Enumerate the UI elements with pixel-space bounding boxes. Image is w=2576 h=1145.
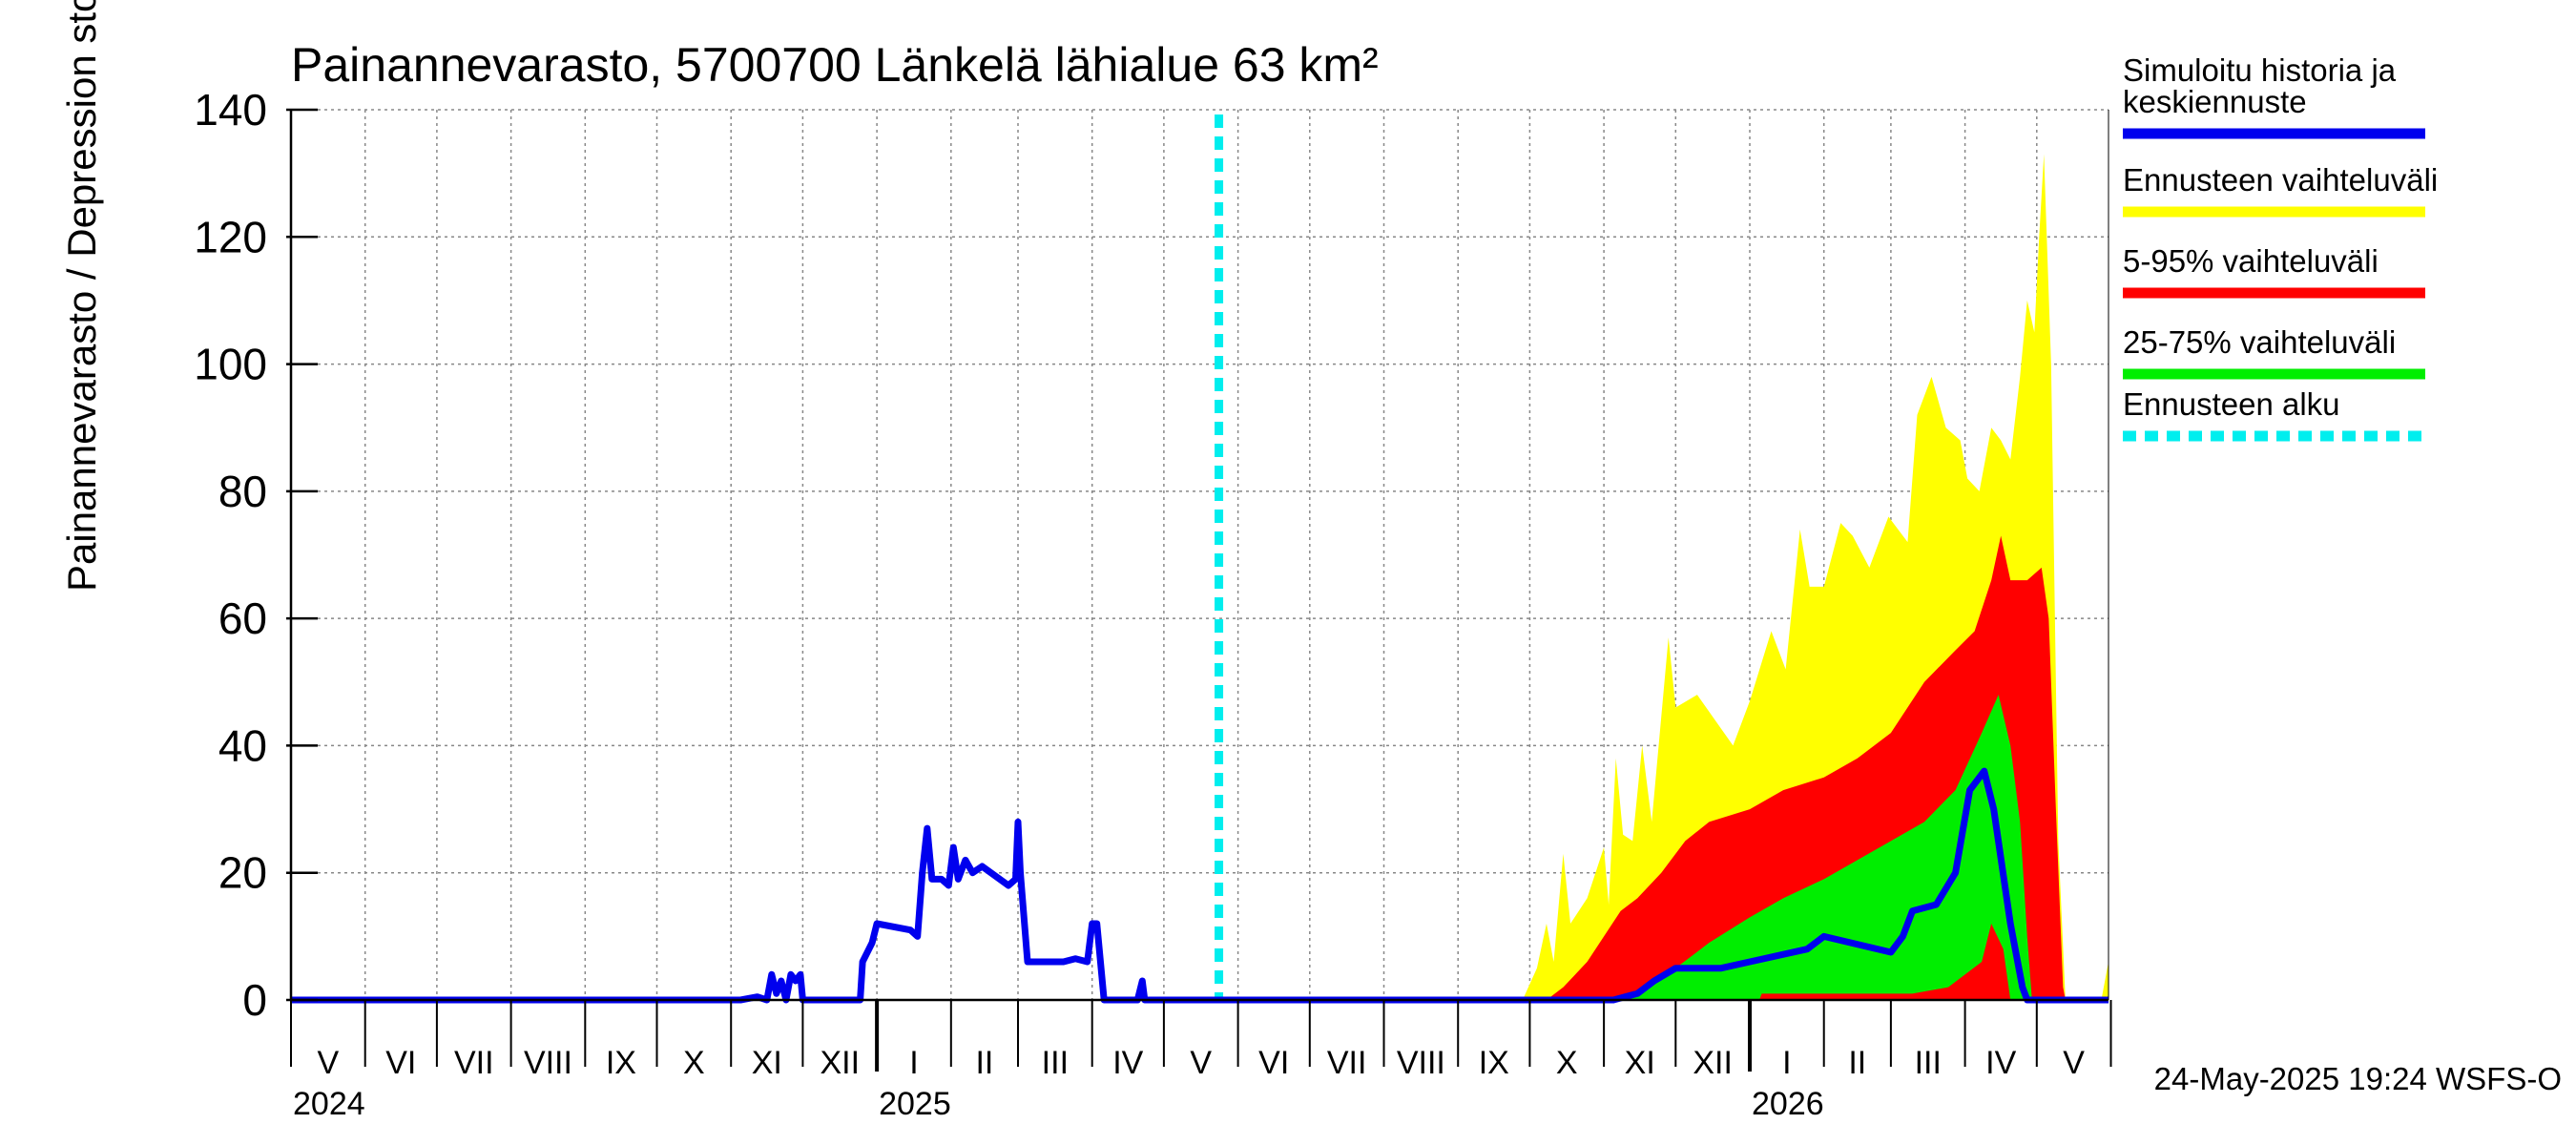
y-tick-label: 120 — [194, 212, 267, 261]
month-label: V — [1190, 1045, 1212, 1081]
month-label: X — [683, 1045, 705, 1081]
month-label: VII — [1327, 1045, 1367, 1081]
year-label: 2026 — [1752, 1086, 1824, 1122]
y-tick-label: 140 — [194, 85, 267, 135]
legend-entry: 25-75% vaihteluväli — [2123, 324, 2425, 380]
legend-label: Simuloitu historia ja — [2123, 52, 2397, 88]
month-label: I — [1782, 1045, 1791, 1081]
month-label: II — [1848, 1045, 1866, 1081]
series-lines — [291, 114, 2109, 1004]
legend-label: keskiennuste — [2123, 84, 2307, 119]
month-label: V — [2063, 1045, 2085, 1081]
month-label: IV — [1112, 1045, 1143, 1081]
y-tick-label: 80 — [218, 467, 267, 516]
legend-label: Ennusteen alku — [2123, 386, 2340, 422]
month-label: IX — [1479, 1045, 1509, 1081]
year-label: 2024 — [293, 1086, 365, 1122]
y-axis-label: Painannevarasto / Depression storage mm — [59, 0, 104, 592]
month-label: I — [909, 1045, 918, 1081]
y-tick-label: 100 — [194, 340, 267, 389]
series-line-simulated — [291, 767, 2109, 1004]
month-label: XI — [1625, 1045, 1655, 1081]
y-tick-label: 20 — [218, 848, 267, 898]
area-25-75-vaihteluv-li — [1218, 695, 2109, 1000]
legend-label: 5-95% vaihteluväli — [2123, 243, 2379, 279]
chart-title: Painannevarasto, 5700700 Länkelä lähialu… — [291, 38, 1379, 92]
footer-timestamp: 24-May-2025 19:24 WSFS-O — [2154, 1061, 2562, 1096]
legend-entry: Ennusteen vaihteluväli — [2123, 162, 2438, 218]
month-label: III — [1915, 1045, 1942, 1081]
y-tick-label: 40 — [218, 720, 267, 770]
month-label: VIII — [1397, 1045, 1445, 1081]
month-label: VIII — [524, 1045, 572, 1081]
month-label: X — [1556, 1045, 1578, 1081]
month-label: XI — [752, 1045, 782, 1081]
area-lower-band — [1759, 924, 2011, 1000]
legend-entry: Ennusteen alku — [2123, 386, 2425, 442]
month-label: III — [1042, 1045, 1069, 1081]
month-label: IV — [1985, 1045, 2016, 1081]
month-label: XII — [820, 1045, 860, 1081]
month-label: II — [975, 1045, 993, 1081]
y-tick-label: 0 — [242, 975, 267, 1025]
month-label: VI — [385, 1045, 416, 1081]
legend-label: 25-75% vaihteluväli — [2123, 324, 2396, 360]
year-label: 2025 — [879, 1086, 951, 1122]
month-label: IX — [606, 1045, 636, 1081]
y-tick-label: 60 — [218, 593, 267, 643]
month-label: VII — [454, 1045, 494, 1081]
month-label: XII — [1693, 1045, 1733, 1081]
legend-entry: 5-95% vaihteluväli — [2123, 243, 2425, 299]
series-areas — [1218, 154, 2109, 1000]
month-label: VI — [1258, 1045, 1289, 1081]
legend-label: Ennusteen vaihteluväli — [2123, 162, 2438, 198]
month-label: V — [318, 1045, 340, 1081]
